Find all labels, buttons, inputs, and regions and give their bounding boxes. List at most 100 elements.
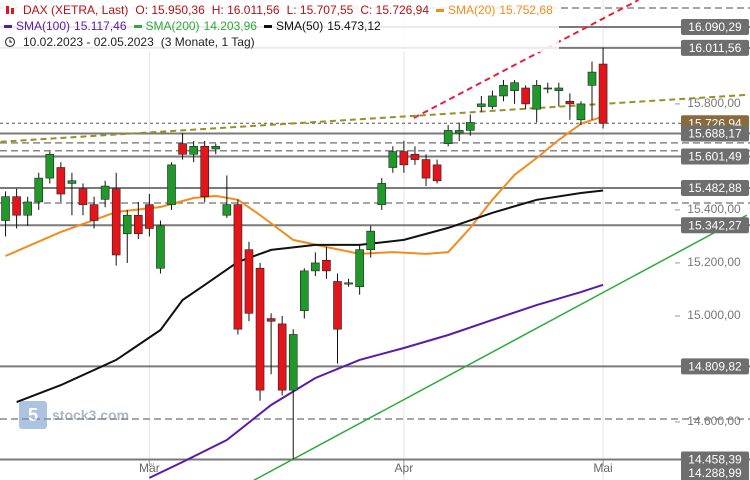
- level-label: 16.011,56: [689, 41, 742, 55]
- legend-item: SMA(100) 15.117,46: [4, 18, 127, 34]
- candle-body: [499, 85, 508, 97]
- legend-value: 15.473,12: [327, 19, 381, 33]
- candle-body: [134, 214, 143, 235]
- level-label-box: [681, 217, 749, 234]
- candle-body: [255, 267, 265, 391]
- candle-body: [78, 188, 88, 205]
- candle-body: [543, 87, 553, 90]
- candle-body: [211, 146, 221, 150]
- candle-body: [598, 63, 608, 124]
- sma-line: [252, 214, 748, 480]
- level-label-box: [681, 451, 749, 468]
- legend-item: SMA(20) 15.752,68: [436, 2, 553, 18]
- candle-body: [200, 146, 210, 197]
- legend: DAX (XETRA, Last) O: 15.950,36 H: 16.011,…: [0, 0, 559, 52]
- trendline: [413, 0, 639, 119]
- candle-body: [1, 196, 10, 221]
- watermark-text: stock3.com: [52, 407, 130, 423]
- sma-line: [16, 189, 604, 404]
- ohlc-value: C: 15.726,94: [360, 3, 430, 17]
- level-label-box: [681, 358, 749, 375]
- y-tick-label: 15.400,00: [687, 202, 741, 216]
- y-tick-label: 15.800,00: [687, 96, 741, 110]
- level-label: 15.482,88: [688, 181, 742, 195]
- ohlc-value: L: 15.707,55: [286, 3, 354, 17]
- legend-item: SMA(200) 14.203,96: [133, 18, 257, 34]
- svg-text:5: 5: [28, 405, 38, 425]
- level-label: 15.688,17: [688, 127, 742, 141]
- candle-body: [521, 87, 530, 105]
- candle-body: [322, 259, 331, 272]
- ohlc-value: H: 16.011,56: [211, 3, 280, 17]
- legend-value: 15.752,68: [499, 3, 553, 17]
- candle-body: [465, 122, 475, 131]
- trendline: [0, 93, 747, 143]
- candle-layer: [1, 47, 608, 460]
- candle-body: [421, 159, 431, 179]
- candle-body: [510, 82, 519, 91]
- candle-body: [222, 204, 232, 216]
- instrument-title: DAX (XETRA, Last): [23, 3, 129, 17]
- legend-name: SMA(20): [448, 3, 496, 17]
- level-label: 14.288,99: [688, 466, 742, 480]
- legend-swatch: [263, 24, 272, 28]
- candle-body: [288, 334, 298, 391]
- candle-body: [100, 185, 110, 200]
- y-tick-label: 15.200,00: [687, 255, 741, 269]
- level-label-box: [681, 125, 749, 142]
- candle-body: [565, 100, 575, 105]
- level-label-box: [681, 148, 749, 165]
- candle-body: [399, 151, 409, 166]
- candle-body: [388, 151, 398, 168]
- candle-body: [34, 177, 44, 203]
- y-tick-label: 15.000,00: [687, 308, 741, 322]
- level-label: 16.090,29: [688, 20, 742, 34]
- candle-body: [244, 249, 254, 314]
- legend-row: 10.02.2023 - 02.05.2023 (3 Monate, 1 Tag…: [4, 34, 553, 50]
- candle-body: [266, 318, 276, 322]
- y-tick-label: 14.600,00: [687, 414, 741, 428]
- candle-icon: [6, 6, 14, 14]
- legend-name: SMA(50): [275, 19, 324, 33]
- candle-body: [145, 204, 154, 229]
- x-tick-label: Mär: [139, 461, 160, 475]
- candle-body: [56, 167, 66, 195]
- level-label-box: [681, 179, 749, 196]
- candle-body: [366, 230, 375, 250]
- level-label: 15.601,49: [688, 150, 742, 164]
- candle-body: [477, 103, 486, 107]
- candle-body: [443, 130, 453, 144]
- legend-swatch: [133, 24, 142, 28]
- candle-body: [344, 282, 353, 285]
- candle-body: [277, 323, 287, 391]
- candle-body: [122, 214, 132, 235]
- candle-body: [454, 130, 464, 134]
- clock-icon: [4, 36, 16, 48]
- legend-swatch: [436, 8, 445, 12]
- candle-body: [45, 153, 55, 179]
- axis-label-layer: Mär Apr Mai 15.800,00 15.400,00 15.200,00 15.0…: [139, 18, 749, 480]
- legend-name: SMA(100): [16, 19, 71, 33]
- sma-line: [5, 115, 604, 257]
- candle-body: [167, 164, 176, 205]
- candle-body: [587, 71, 597, 86]
- candle-body: [178, 143, 187, 155]
- legend-value: 14.203,96: [203, 19, 257, 33]
- x-tick-label: Mai: [593, 461, 612, 475]
- candle-body: [111, 188, 121, 256]
- legend-value: 15.117,46: [74, 19, 127, 33]
- legend-item: SMA(50) 15.473,12: [263, 18, 381, 34]
- candle-body: [233, 204, 243, 330]
- candle-body: [532, 85, 541, 110]
- level-label-box: [681, 39, 749, 56]
- candle-body: [311, 262, 320, 272]
- legend-swatch: [4, 24, 12, 28]
- candle-body: [554, 87, 564, 91]
- candle-body: [410, 153, 420, 160]
- candle-body: [377, 183, 387, 205]
- candle-body: [89, 204, 99, 221]
- ohlc-value: O: 15.950,36: [135, 3, 205, 17]
- candle-body: [189, 146, 198, 155]
